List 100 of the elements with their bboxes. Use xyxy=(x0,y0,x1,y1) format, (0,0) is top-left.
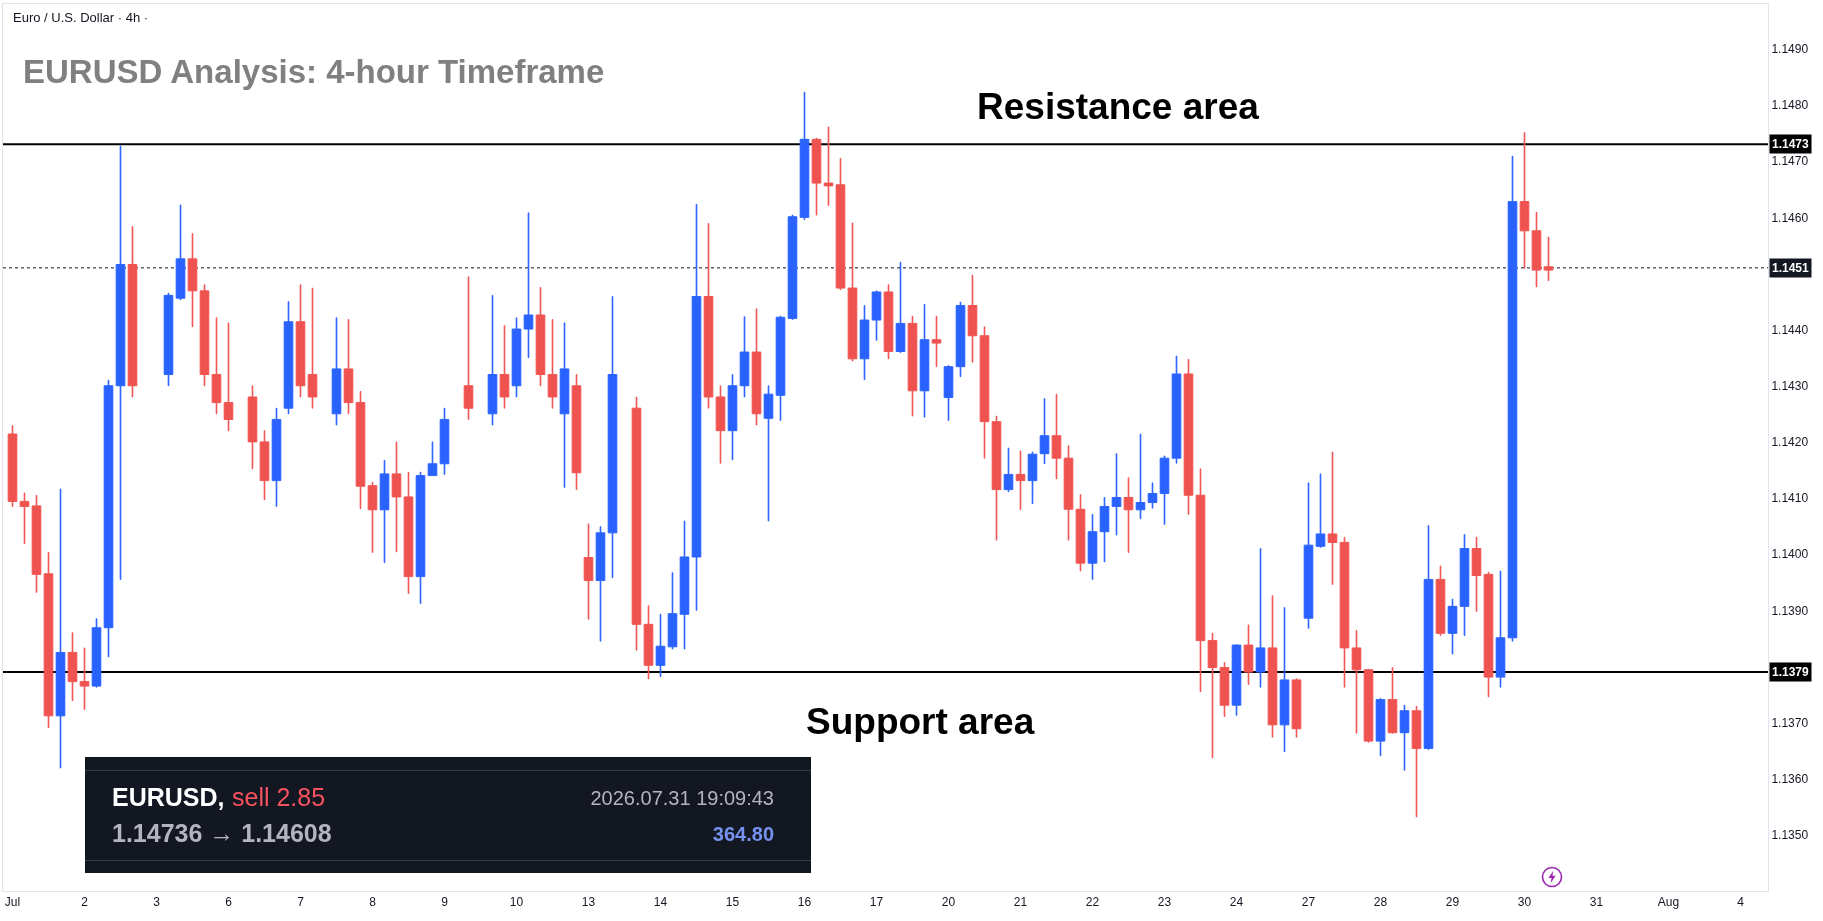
candlestick xyxy=(799,91,810,221)
x-tick-label: 6 xyxy=(225,895,233,910)
y-tick-label: 1.1430 xyxy=(1771,378,1809,393)
candlestick xyxy=(1423,525,1434,751)
candlestick xyxy=(355,390,366,510)
y-tick-label: 1.1410 xyxy=(1771,491,1809,506)
x-tick-label: 29 xyxy=(1445,895,1460,910)
candlestick xyxy=(283,301,294,415)
y-tick-label: 1.1390 xyxy=(1771,603,1809,618)
candlestick xyxy=(991,415,1002,541)
x-tick-label: 8 xyxy=(369,895,377,910)
ref-line-label: 1.1473 xyxy=(1772,137,1810,151)
candlestick xyxy=(43,551,54,729)
candlestick xyxy=(415,471,426,605)
candlestick xyxy=(127,225,138,398)
x-tick-label: 16 xyxy=(797,895,812,910)
annotation: 2026.07.31 19:09:43 xyxy=(590,787,774,809)
candlestick xyxy=(883,284,894,360)
x-tick-label: 13 xyxy=(581,895,596,910)
candlestick xyxy=(259,430,270,501)
candlestick xyxy=(247,385,258,470)
x-tick-label: Aug xyxy=(1657,895,1680,910)
candlestick xyxy=(295,284,306,398)
candlestick xyxy=(91,618,102,688)
candlestick xyxy=(31,494,42,593)
candlestick xyxy=(943,365,954,422)
x-tick-label: 4 xyxy=(1737,895,1745,910)
candlestick xyxy=(955,301,966,378)
x-tick-label: Jul xyxy=(4,895,21,910)
annotation: EURUSD, xyxy=(112,783,225,811)
x-tick-label: 7 xyxy=(297,895,305,910)
candlestick xyxy=(859,304,870,381)
annotation: Support area xyxy=(806,701,1035,742)
y-tick-label: 1.1400 xyxy=(1771,547,1809,562)
text: EURUSD Analysis: 4-hour Timeframe xyxy=(23,52,605,90)
y-tick-label: 1.1490 xyxy=(1771,42,1809,57)
candlestick xyxy=(1435,565,1446,637)
annotation: sell 2.85 xyxy=(232,783,326,811)
candlestick xyxy=(703,223,714,409)
candlestick xyxy=(1375,697,1386,757)
x-tick-label: 21 xyxy=(1013,895,1028,910)
x-tick-label: 9 xyxy=(441,895,449,910)
candlestick xyxy=(775,315,786,422)
candlestick xyxy=(103,379,114,658)
candlestick xyxy=(907,315,918,417)
candlestick xyxy=(847,222,858,362)
candlestick xyxy=(643,605,654,680)
y-tick-label: 1.1480 xyxy=(1771,98,1809,113)
candlestick xyxy=(1243,624,1254,685)
candlestick xyxy=(1231,644,1242,716)
y-tick-label: 1.1350 xyxy=(1771,828,1809,843)
candlestick xyxy=(1267,595,1278,738)
x-tick-label: 31 xyxy=(1589,895,1604,910)
candlestick xyxy=(163,292,174,387)
x-tick-label: 3 xyxy=(153,895,161,910)
x-tick-label: 24 xyxy=(1229,895,1244,910)
candlestick xyxy=(1363,668,1374,743)
ref-line-label: 1.1379 xyxy=(1772,665,1810,679)
x-tick-label: 20 xyxy=(941,895,956,910)
candlestick xyxy=(1063,445,1074,541)
x-tick-label: 28 xyxy=(1373,895,1388,910)
candlestick xyxy=(1075,494,1086,572)
y-tick-label: 1.1420 xyxy=(1771,435,1809,450)
candlestick xyxy=(871,290,882,341)
x-tick-label: 17 xyxy=(869,895,884,910)
candlestick xyxy=(607,295,618,579)
candlestick xyxy=(979,326,990,459)
candlestick xyxy=(787,214,798,320)
x-tick-label: 2 xyxy=(81,895,89,910)
candlestick xyxy=(1171,355,1182,464)
x-tick-label: 10 xyxy=(509,895,524,910)
candlestick xyxy=(1183,358,1194,515)
candlestick xyxy=(439,407,450,475)
text: Euro / U.S. Dollar · 4h · xyxy=(13,10,149,25)
annotation: 364.80 xyxy=(712,823,774,845)
x-tick-label: 23 xyxy=(1157,895,1172,910)
y-tick-label: 1.1440 xyxy=(1771,322,1809,337)
candlestick xyxy=(691,203,702,611)
candlestick xyxy=(631,396,642,651)
candlestick xyxy=(811,137,822,216)
x-tick-label: 14 xyxy=(653,895,668,910)
x-tick-label: 22 xyxy=(1085,895,1100,910)
candlestick xyxy=(1195,468,1206,693)
candlestick xyxy=(727,374,738,461)
y-tick-label: 1.1460 xyxy=(1771,210,1809,225)
candlestick xyxy=(1087,513,1098,580)
annotation: 1.14736 → 1.14608 xyxy=(112,819,332,847)
y-tick-label: 1.1360 xyxy=(1771,771,1809,786)
candlestick xyxy=(1291,678,1302,738)
candlestick xyxy=(751,308,762,426)
candlestick xyxy=(1219,662,1230,717)
candlestick xyxy=(1339,536,1350,688)
candlestick xyxy=(1447,598,1458,655)
x-tick-label: 15 xyxy=(725,895,740,910)
candlestick xyxy=(1531,211,1542,288)
candlestick xyxy=(1483,571,1494,698)
candlestick xyxy=(835,157,846,291)
annotation: Resistance area xyxy=(977,86,1260,127)
x-tick-label: 30 xyxy=(1517,895,1532,910)
ref-line-label: 1.1451 xyxy=(1772,261,1810,275)
